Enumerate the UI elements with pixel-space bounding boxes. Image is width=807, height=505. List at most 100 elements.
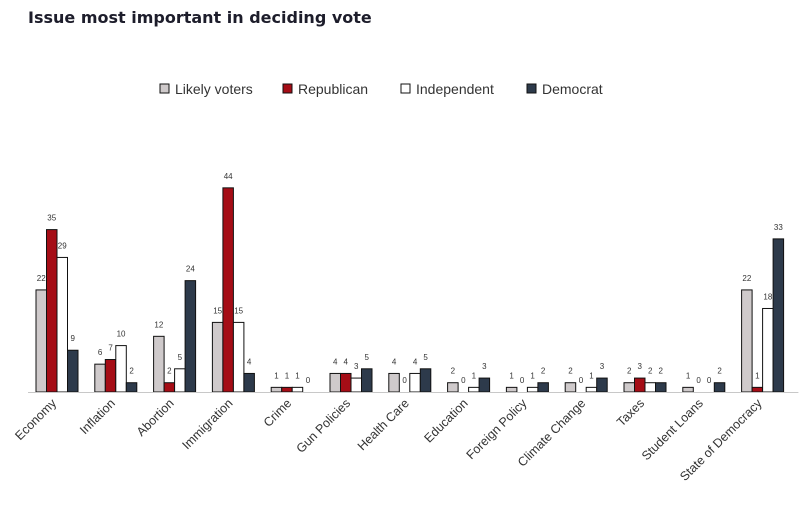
- data-label-economy-likely-voters: 22: [37, 274, 46, 283]
- bar-crime-republican: [281, 386, 293, 393]
- data-label-abortion-independent: 5: [178, 353, 183, 362]
- data-label-student-loans-likely-voters: 1: [686, 371, 691, 380]
- data-label-gun-policies-democrat: 5: [365, 353, 370, 362]
- data-label-gun-policies-republican: 4: [344, 357, 349, 366]
- tick-label-gun-policies: Gun Policies: [294, 396, 354, 456]
- data-label-inflation-democrat: 2: [129, 367, 134, 376]
- tick-label-immigration: Immigration: [179, 396, 235, 452]
- data-label-taxes-republican: 3: [638, 362, 643, 371]
- bar-climate-change-likely-voters: [564, 382, 577, 393]
- data-label-inflation-republican: 7: [108, 344, 113, 353]
- data-label-health-care-independent: 4: [413, 357, 418, 366]
- bar-climate-change-democrat: [596, 377, 608, 393]
- data-label-crime-independent: 1: [295, 371, 300, 380]
- legend-swatch-likely-voters: [159, 83, 170, 94]
- data-label-student-loans-democrat: 2: [717, 367, 722, 376]
- chart-legend: Likely voters Republican Independent Democr…: [159, 81, 603, 97]
- bar-foreign-policy-independent: [526, 386, 539, 393]
- data-label-foreign-policy-democrat: 2: [541, 367, 546, 376]
- data-label-education-independent: 1: [472, 371, 477, 380]
- bar-climate-change-independent: [585, 386, 598, 393]
- bar-immigration-likely-voters: [211, 321, 224, 393]
- data-label-student-loans-independent: 0: [707, 376, 712, 385]
- bar-taxes-democrat: [655, 382, 667, 393]
- data-label-abortion-republican: 2: [167, 367, 172, 376]
- bar-student-loans-likely-voters: [682, 386, 694, 393]
- data-label-taxes-democrat: 2: [659, 367, 664, 376]
- bar-taxes-independent: [644, 382, 656, 393]
- data-label-taxes-likely-voters: 2: [627, 367, 632, 376]
- bar-immigration-democrat: [243, 372, 255, 393]
- data-label-education-democrat: 3: [482, 362, 487, 371]
- tick-label-taxes: Taxes: [614, 396, 647, 429]
- legend-label-likely-voters: Likely voters: [175, 81, 253, 97]
- data-label-foreign-policy-independent: 1: [530, 371, 535, 380]
- legend-label-republican: Republican: [298, 81, 368, 97]
- tick-label-crime: Crime: [261, 396, 295, 430]
- bar-health-care-democrat: [419, 368, 432, 393]
- bar-gun-policies-democrat: [361, 368, 373, 393]
- tick-label-education: Education: [422, 396, 471, 445]
- data-label-economy-independent: 29: [58, 241, 67, 250]
- data-label-foreign-policy-republican: 0: [520, 376, 525, 385]
- data-label-climate-change-independent: 1: [589, 371, 594, 380]
- bar-education-democrat: [478, 377, 491, 393]
- bar-education-independent: [468, 386, 480, 393]
- data-label-crime-likely-voters: 1: [274, 371, 279, 380]
- legend-label-democrat: Democrat: [542, 81, 603, 97]
- bar-marks: [35, 187, 785, 393]
- tick-label-student-loans: Student Loans: [639, 396, 706, 463]
- bar-taxes-likely-voters: [623, 382, 635, 393]
- data-label-gun-policies-likely-voters: 4: [333, 357, 338, 366]
- legend-label-independent: Independent: [416, 81, 494, 97]
- tick-label-abortion: Abortion: [134, 396, 177, 439]
- bar-immigration-republican: [222, 187, 234, 393]
- data-label-inflation-likely-voters: 6: [98, 348, 103, 357]
- legend-swatch-democrat: [526, 83, 537, 94]
- bar-abortion-likely-voters: [153, 335, 165, 393]
- chart-title: Issue most important in deciding vote: [28, 8, 372, 27]
- bar-economy-likely-voters: [35, 289, 47, 393]
- data-label-climate-change-democrat: 3: [600, 362, 605, 371]
- data-label-state-of-democracy-likely-voters: 22: [742, 274, 751, 283]
- data-label-economy-democrat: 9: [71, 334, 76, 343]
- bar-economy-democrat: [67, 349, 79, 393]
- data-label-climate-change-republican: 0: [579, 376, 584, 385]
- data-label-economy-republican: 35: [47, 214, 56, 223]
- data-label-immigration-independent: 15: [234, 306, 243, 315]
- bar-gun-policies-republican: [340, 372, 352, 393]
- data-label-health-care-democrat: 5: [423, 353, 428, 362]
- bar-education-likely-voters: [447, 382, 459, 393]
- data-label-immigration-republican: 44: [224, 172, 233, 181]
- data-label-crime-democrat: 0: [306, 376, 311, 385]
- bar-immigration-independent: [232, 321, 245, 393]
- bar-state-of-democracy-independent: [762, 307, 774, 393]
- bar-economy-independent: [56, 256, 68, 393]
- bar-inflation-independent: [115, 345, 127, 393]
- bar-inflation-democrat: [125, 382, 138, 393]
- data-label-immigration-democrat: 4: [247, 357, 252, 366]
- legend-swatch-independent: [400, 83, 411, 94]
- data-label-education-republican: 0: [461, 376, 466, 385]
- bar-foreign-policy-likely-voters: [505, 386, 518, 393]
- bar-taxes-republican: [634, 377, 646, 393]
- data-label-state-of-democracy-independent: 18: [763, 292, 772, 301]
- data-label-state-of-democracy-democrat: 33: [774, 223, 783, 232]
- data-label-student-loans-republican: 0: [696, 376, 701, 385]
- bar-abortion-independent: [174, 368, 186, 393]
- data-label-crime-republican: 1: [285, 371, 290, 380]
- data-label-inflation-independent: 10: [117, 330, 126, 339]
- x-axis-tick-labels: Economy Inflation Abortion Immigration Crime…: [12, 396, 765, 484]
- tick-label-foreign-policy: Foreign Policy: [464, 396, 530, 462]
- legend-swatch-republican: [282, 83, 293, 94]
- data-label-abortion-democrat: 24: [186, 265, 195, 274]
- bar-gun-policies-likely-voters: [329, 372, 341, 393]
- bar-state-of-democracy-democrat: [772, 238, 785, 393]
- data-label-health-care-likely-voters: 4: [392, 357, 397, 366]
- bar-foreign-policy-democrat: [537, 382, 549, 393]
- bar-inflation-republican: [104, 359, 117, 393]
- bar-abortion-democrat: [184, 280, 197, 393]
- data-label-immigration-likely-voters: 15: [213, 306, 222, 315]
- bar-state-of-democracy-likely-voters: [741, 289, 753, 393]
